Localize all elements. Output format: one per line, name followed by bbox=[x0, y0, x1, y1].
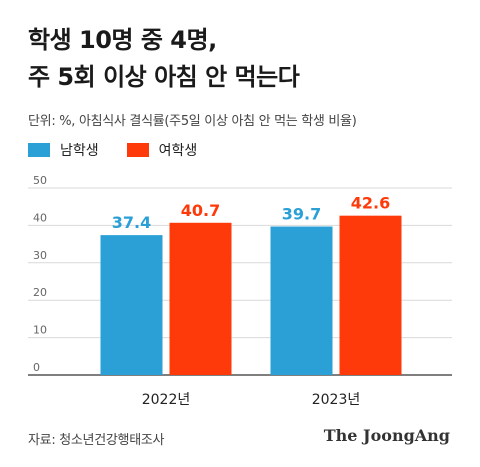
bar-chart: 0 10 20 30 40 50 37.4 40.7 2022년 39.7 42.6 2023년 bbox=[28, 174, 452, 408]
chart-subtitle: 단위: %, 아침식사 결식률(주5일 이상 아침 안 먹는 학생 비율) bbox=[28, 114, 357, 129]
source-note: 자료: 청소년건강행태조사 bbox=[28, 433, 165, 448]
data-label: 39.7 bbox=[282, 205, 321, 224]
x-tick-label: 2023년 bbox=[312, 392, 361, 408]
bar-layer bbox=[100, 215, 402, 375]
label-layer: 0 10 20 30 40 50 37.4 40.7 2022년 39.7 42.6 2023년 bbox=[33, 174, 390, 408]
y-tick-label: 50 bbox=[33, 174, 47, 187]
data-label: 42.6 bbox=[351, 194, 390, 213]
bar-female-0 bbox=[169, 222, 232, 375]
y-tick-label: 20 bbox=[33, 286, 47, 299]
legend: 남학생 여학생 bbox=[28, 140, 197, 160]
bar-male-0 bbox=[100, 235, 163, 375]
title-line-1: 학생 10명 중 4명, bbox=[28, 26, 217, 54]
y-tick-label: 10 bbox=[33, 324, 47, 337]
bar-male-1 bbox=[270, 226, 333, 375]
chart-title: 학생 10명 중 4명, 주 5회 이상 아침 안 먹는다 bbox=[28, 22, 300, 96]
y-tick-label: 0 bbox=[33, 361, 40, 374]
y-tick-label: 40 bbox=[33, 211, 47, 224]
legend-item-female: 여학생 bbox=[126, 140, 198, 160]
x-tick-label: 2022년 bbox=[142, 392, 191, 408]
data-label: 37.4 bbox=[112, 213, 151, 232]
bar-female-1 bbox=[339, 215, 402, 375]
legend-label-female: 여학생 bbox=[158, 143, 198, 159]
y-tick-label: 30 bbox=[33, 249, 47, 262]
brand-logo: The JoongAng bbox=[323, 426, 450, 445]
data-label: 40.7 bbox=[181, 201, 220, 220]
legend-label-male: 남학생 bbox=[60, 143, 99, 159]
legend-swatch-male bbox=[28, 143, 50, 157]
title-line-2: 주 5회 이상 아침 안 먹는다 bbox=[28, 63, 300, 91]
legend-item-male: 남학생 bbox=[28, 140, 99, 160]
legend-swatch-female bbox=[126, 143, 149, 157]
